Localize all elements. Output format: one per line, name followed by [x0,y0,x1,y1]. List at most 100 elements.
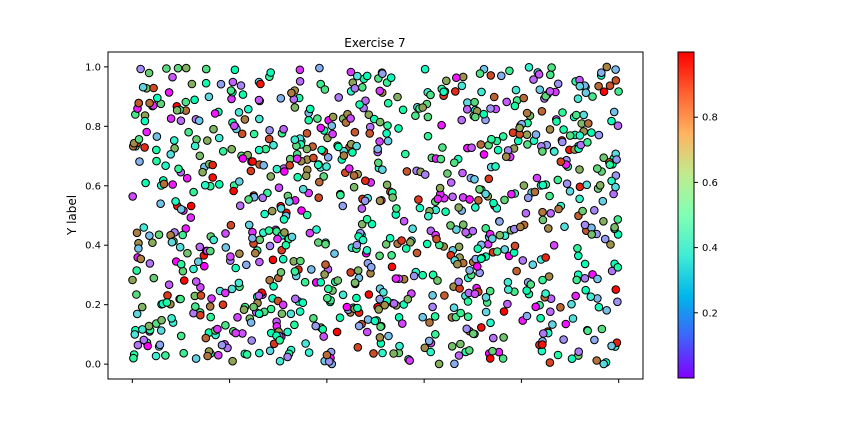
scatter-point [393,92,402,102]
scatter-point [244,195,253,204]
scatter-point [375,86,385,96]
scatter-point [521,208,531,218]
scatter-point [420,64,430,74]
scatter-point [182,173,192,183]
scatter-points [128,62,623,369]
scatter-point [502,97,512,107]
scatter-point [575,194,584,204]
scatter-point [380,300,390,310]
scatter-point [453,259,462,269]
scatter-point [184,127,193,137]
scatter-point [264,226,274,235]
scatter-point [279,124,288,134]
scatter-point [248,233,257,243]
scatter-point [399,216,409,226]
scatter-point [574,251,583,261]
scatter-point [473,262,482,271]
scatter-point [247,336,256,345]
scatter-point [201,64,211,74]
scatter-point [593,164,602,173]
scatter-point [280,228,289,237]
scatter-point [346,268,356,277]
scatter-point [428,291,437,300]
scatter-point [168,180,177,189]
scatter-point [353,266,363,275]
scatter-point [441,207,450,216]
scatter-point [392,204,401,213]
scatter-point [512,266,521,276]
scatter-point [590,335,599,345]
scatter-point [495,230,505,240]
scatter-point [471,112,480,122]
scatter-point [581,285,591,295]
scatter-point [269,140,278,150]
scatter-point [547,63,556,72]
scatter-point [246,318,256,327]
scatter-point [420,170,430,179]
scatter-point [408,224,417,233]
scatter-point [159,179,169,189]
scatter-point [167,237,177,247]
scatter-point [486,318,495,328]
scatter-point [412,248,422,258]
scatter-point [275,336,285,345]
scatter-point [518,256,528,265]
scatter-point [599,153,609,162]
scatter-point [538,275,547,285]
scatter-point [586,292,596,302]
scatter-point [443,169,452,178]
scatter-point [323,153,333,162]
scatter-point [254,145,264,155]
scatter-point [433,194,443,204]
scatter-point [218,300,228,310]
scatter-point [201,333,211,343]
scatter-point [500,245,510,254]
scatter-point [383,98,393,108]
scatter-point [176,116,186,125]
scatter-point [394,124,403,133]
scatter-point [353,303,362,313]
scatter-point [597,68,606,77]
scatter-point [130,330,140,339]
scatter-point [134,244,143,253]
scatter-point [173,63,183,73]
scatter-point [378,348,387,358]
scatter-point [409,271,419,281]
colorbar-tick-label: 0.6 [702,178,718,189]
scatter-point [196,283,205,292]
scatter-point [524,63,534,72]
scatter-point [221,288,230,298]
scatter-point [609,107,619,117]
scatter-point [142,127,151,137]
scatter-point [194,257,203,267]
scatter-point [205,302,215,311]
scatter-point [195,151,205,161]
scatter-point [128,192,137,201]
scatter-point [183,248,192,258]
scatter-point [214,133,224,143]
scatter-point [167,314,176,323]
scatter-point [606,240,615,249]
scatter-point [611,65,620,74]
scatter-point [328,112,338,122]
scatter-point [536,313,545,323]
scatter-point [584,119,593,128]
scatter-point [301,339,310,348]
scatter-point [387,262,397,272]
scatter-point [269,282,278,291]
scatter-point [374,158,383,168]
scatter-point [561,319,571,329]
scatter-point [360,196,370,206]
scatter-point [614,87,623,96]
scatter-point [213,324,222,334]
scatter-point [228,356,237,366]
scatter-point [204,92,214,102]
scatter-point [475,185,484,194]
scatter-point [172,106,182,115]
scatter-point [132,266,141,275]
scatter-point [161,351,170,360]
scatter-point [553,175,563,185]
scatter-point [287,232,297,242]
scatter-point [534,70,544,79]
